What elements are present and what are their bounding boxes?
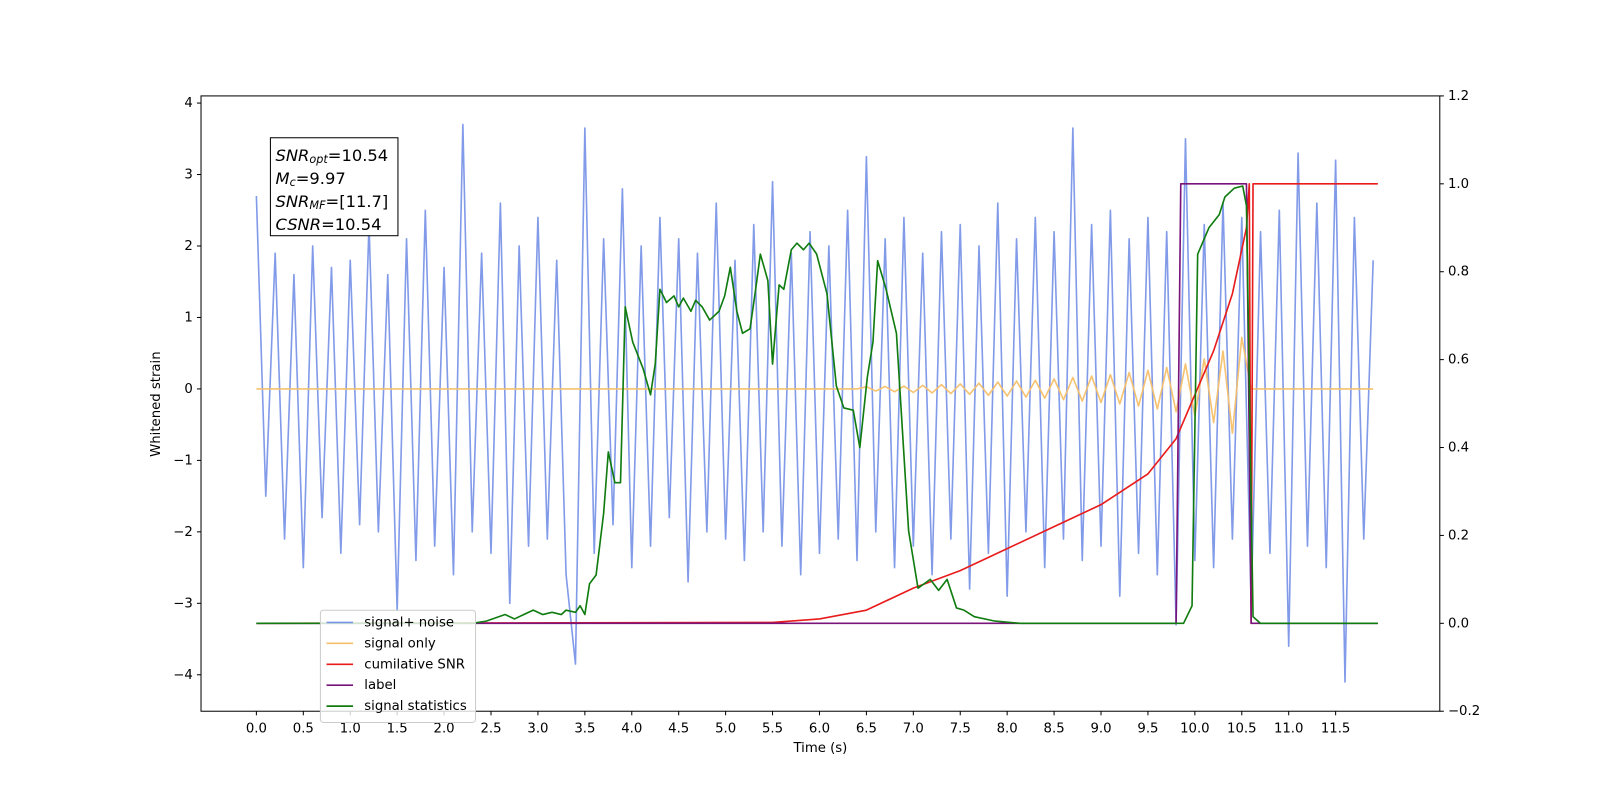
- annotation-text: =10.54: [321, 215, 381, 234]
- x-tick-label: 10.0: [1180, 722, 1210, 737]
- annotation-text: =10.54: [328, 146, 388, 165]
- x-tick-label: 7.5: [950, 722, 971, 737]
- y-tick-label: 2: [184, 239, 192, 254]
- y2-tick-label: 0.6: [1448, 353, 1469, 368]
- series-line: [255, 123, 1374, 683]
- x-tick-label: 6.0: [809, 722, 830, 737]
- x-tick-label: 11.0: [1274, 722, 1304, 737]
- x-tick-label: 2.5: [480, 722, 501, 737]
- x-tick-label: 3.5: [574, 722, 595, 737]
- x-tick-label: 3.0: [527, 722, 548, 737]
- y2-tick-label: 0.0: [1448, 616, 1469, 631]
- series-line: [256, 336, 1374, 435]
- annotation: SNRMF=[11.7]: [276, 192, 389, 213]
- x-tick-label: 1.0: [340, 722, 361, 737]
- y-tick-label: −1: [173, 453, 193, 468]
- annotation: Mc=9.97: [276, 169, 346, 190]
- legend-label: signal+ noise: [364, 615, 454, 630]
- y2-tick-label: 0.2: [1448, 528, 1469, 543]
- series-line: [256, 182, 1378, 625]
- x-tick-label: 2.0: [434, 722, 455, 737]
- y-tick-label: −3: [173, 596, 193, 611]
- x-tick-label: 9.5: [1137, 722, 1158, 737]
- annotation-symbol: M: [276, 169, 290, 188]
- x-tick-label: 5.5: [762, 722, 783, 737]
- y-tick-label: −2: [173, 525, 193, 540]
- y-tick-label: 4: [184, 96, 192, 111]
- annotation-subscript: MF: [309, 199, 326, 212]
- x-tick-label: 4.5: [668, 722, 689, 737]
- annotation: CSNR=10.54: [276, 215, 382, 234]
- y-axis-label: Whitened strain: [149, 351, 164, 456]
- x-tick-label: 9.0: [1090, 722, 1111, 737]
- annotation-box: [269, 137, 399, 237]
- x-tick-label: 8.0: [997, 722, 1018, 737]
- x-tick-label: 5.0: [715, 722, 736, 737]
- y-tick-label: 0: [184, 382, 192, 397]
- annotation-text: =9.97: [296, 169, 346, 188]
- y2-tick-label: 0.8: [1448, 265, 1469, 280]
- legend-label: signal only: [364, 636, 436, 651]
- series-line: [256, 185, 1378, 625]
- annotation-text: =[11.7]: [326, 192, 389, 211]
- y-tick-label: −4: [173, 668, 193, 683]
- legend-label: label: [364, 678, 396, 693]
- x-tick-label: 0.5: [293, 722, 314, 737]
- y-tick-label: 1: [184, 310, 192, 325]
- y2-tick-label: −0.2: [1448, 704, 1480, 719]
- y-tick-label: 3: [184, 168, 192, 183]
- x-tick-label: 8.5: [1044, 722, 1065, 737]
- annotation-symbol: SNR: [276, 146, 310, 165]
- x-tick-label: 4.0: [621, 722, 642, 737]
- annotation-symbol: SNR: [276, 192, 310, 211]
- annotation: SNRopt=10.54: [276, 146, 389, 167]
- legend-label: signal statistics: [364, 699, 467, 714]
- annotation-subscript: opt: [309, 153, 328, 166]
- x-tick-label: 0.0: [246, 722, 267, 737]
- annotation-subscript: c: [290, 176, 297, 189]
- x-tick-label: 1.5: [387, 722, 408, 737]
- annotation-symbol: CSNR: [276, 215, 322, 234]
- x-axis-label: Time (s): [792, 741, 847, 756]
- x-tick-label: 6.5: [856, 722, 877, 737]
- x-tick-label: 7.0: [903, 722, 924, 737]
- x-tick-label: 11.5: [1321, 722, 1351, 737]
- y2-tick-label: 0.4: [1448, 441, 1469, 456]
- axes-frame: [200, 95, 1441, 712]
- plot-area: [255, 123, 1378, 683]
- legend-label: cumilative SNR: [364, 657, 465, 672]
- y2-tick-label: 1.0: [1448, 177, 1469, 192]
- y2-tick-label: 1.2: [1448, 89, 1469, 104]
- legend-box: [319, 609, 477, 723]
- x-tick-label: 10.5: [1227, 722, 1257, 737]
